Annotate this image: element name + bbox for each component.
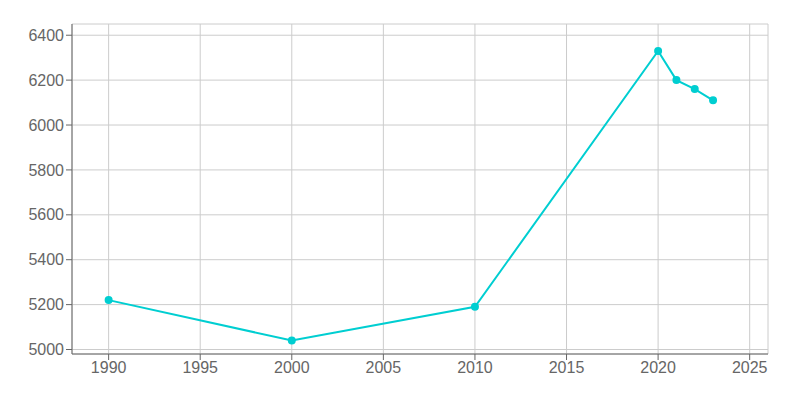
svg-text:5200: 5200 bbox=[28, 296, 64, 313]
svg-text:2005: 2005 bbox=[366, 359, 402, 376]
svg-text:2000: 2000 bbox=[274, 359, 310, 376]
svg-text:6200: 6200 bbox=[28, 72, 64, 89]
svg-text:1995: 1995 bbox=[182, 359, 218, 376]
svg-text:1990: 1990 bbox=[91, 359, 127, 376]
svg-text:2010: 2010 bbox=[457, 359, 493, 376]
svg-text:5800: 5800 bbox=[28, 162, 64, 179]
svg-text:5000: 5000 bbox=[28, 341, 64, 358]
svg-text:6400: 6400 bbox=[28, 27, 64, 44]
svg-text:2020: 2020 bbox=[640, 359, 676, 376]
svg-text:2025: 2025 bbox=[732, 359, 768, 376]
svg-text:6000: 6000 bbox=[28, 117, 64, 134]
svg-text:5400: 5400 bbox=[28, 251, 64, 268]
svg-text:2015: 2015 bbox=[549, 359, 585, 376]
svg-text:5600: 5600 bbox=[28, 206, 64, 223]
